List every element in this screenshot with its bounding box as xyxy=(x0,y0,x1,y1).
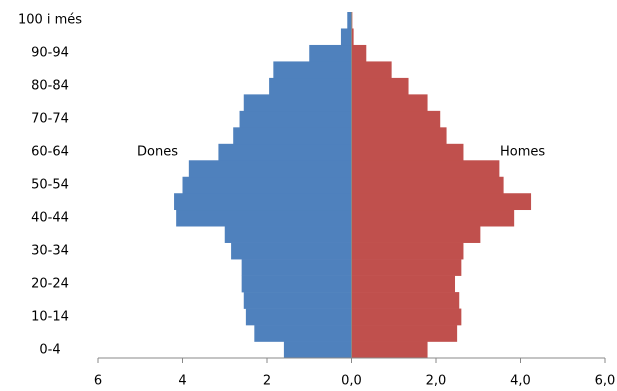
bar xyxy=(254,325,352,342)
y-tick-label: 40-44 xyxy=(31,210,69,225)
bar xyxy=(241,275,352,293)
y-tick-label: 80-84 xyxy=(31,79,69,94)
x-tick-label: 6 xyxy=(94,374,102,389)
bar xyxy=(351,292,460,309)
bar xyxy=(351,193,532,211)
y-tick-label: 90-94 xyxy=(31,46,69,61)
bar xyxy=(340,28,352,46)
bar xyxy=(351,226,481,243)
bar xyxy=(351,325,458,342)
bar xyxy=(351,61,392,79)
bar xyxy=(351,308,462,326)
bar xyxy=(174,193,352,211)
x-tick-label: 4 xyxy=(178,374,186,389)
bar xyxy=(351,44,367,62)
bar xyxy=(351,143,464,161)
bar xyxy=(309,44,352,62)
bar xyxy=(241,259,352,276)
bar xyxy=(182,176,352,194)
x-tick-label: 6,0 xyxy=(595,374,616,389)
bar xyxy=(351,341,428,359)
bar xyxy=(351,127,447,145)
y-tick-label: 30-34 xyxy=(31,243,69,258)
x-tick-label: 4,0 xyxy=(510,374,531,389)
bar xyxy=(176,209,352,227)
y-tick-label: 70-74 xyxy=(31,112,69,127)
bar xyxy=(188,160,352,178)
y-tick-label: 10-14 xyxy=(31,309,69,324)
bar xyxy=(231,242,352,260)
bar xyxy=(351,209,515,227)
bar xyxy=(347,12,352,29)
series-label: Dones xyxy=(137,145,178,160)
bar xyxy=(351,160,500,178)
y-tick-label: 0-4 xyxy=(39,342,60,357)
bar xyxy=(273,61,352,79)
bar xyxy=(239,110,352,128)
bar xyxy=(243,94,352,112)
series-label: Homes xyxy=(500,145,545,160)
bar xyxy=(218,143,352,161)
bar xyxy=(351,94,428,112)
y-tick-label: 50-54 xyxy=(31,178,69,193)
bar xyxy=(351,275,456,293)
bar xyxy=(351,77,409,95)
bar xyxy=(351,110,441,128)
bar xyxy=(351,259,462,276)
bar xyxy=(351,242,464,260)
x-tick-label: 0,0 xyxy=(341,374,362,389)
x-tick-label: 2 xyxy=(263,374,271,389)
bar xyxy=(224,226,352,243)
bar xyxy=(233,127,352,145)
bar xyxy=(243,292,352,309)
bar xyxy=(351,28,354,46)
y-tick-label: 20-24 xyxy=(31,276,69,291)
bar xyxy=(269,77,352,95)
y-tick-label: 100 i més xyxy=(18,13,82,28)
y-tick-label: 60-64 xyxy=(31,145,69,160)
bar xyxy=(351,176,504,194)
bar xyxy=(245,308,352,326)
bar xyxy=(283,341,352,359)
x-tick-label: 2,0 xyxy=(426,374,447,389)
